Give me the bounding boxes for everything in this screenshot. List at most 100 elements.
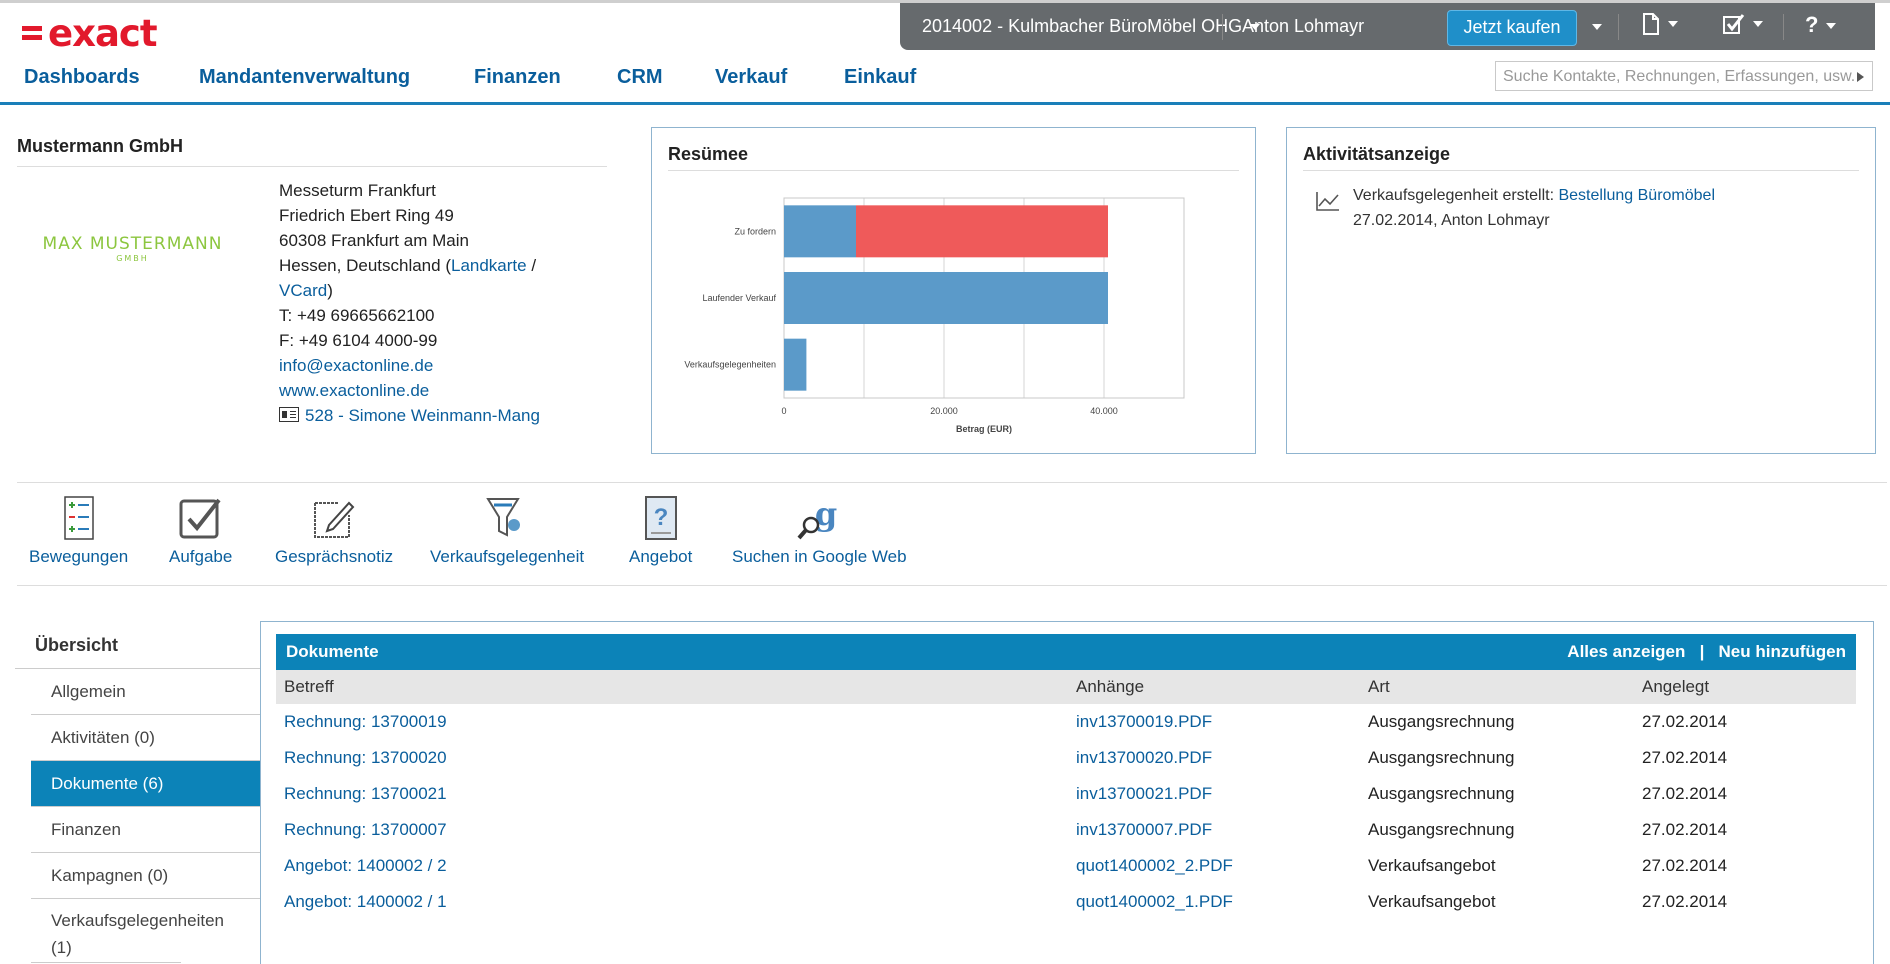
x-axis-label: Betrag (EUR) — [956, 424, 1012, 434]
sidebar-item-dokumente[interactable]: Dokumente (6) — [31, 761, 260, 807]
table-row: Rechnung: 13700007 inv13700007.PDF Ausga… — [276, 812, 1856, 848]
new-document-menu[interactable] — [1642, 13, 1678, 36]
bar-segment — [784, 338, 807, 391]
show-all-link[interactable]: Alles anzeigen — [1567, 642, 1686, 661]
nav-tab-finanzen[interactable]: Finanzen — [474, 66, 561, 88]
activity-link[interactable]: Bestellung Büromöbel — [1558, 187, 1716, 204]
document-type: Ausgangsrechnung — [1368, 784, 1515, 803]
main-navigation: Dashboards Mandantenverwaltung Finanzen … — [0, 62, 1890, 105]
category-label: Laufender Verkauf — [702, 293, 776, 303]
document-date: 27.02.2014 — [1642, 748, 1728, 767]
company-switcher[interactable]: 2014002 - Kulmbacher BüroMöbel OHG — [922, 16, 1261, 37]
buy-now-button[interactable]: Jetzt kaufen — [1447, 10, 1577, 46]
vcard-link[interactable]: VCard — [279, 281, 328, 300]
logo-equals-icon — [22, 22, 42, 44]
tick-label: 0 — [781, 406, 786, 416]
activity-meta: 27.02.2014, Anton Lohmayr — [1353, 212, 1550, 229]
attachment-link[interactable]: inv13700021.PDF — [1076, 784, 1213, 803]
attachment-link[interactable]: quot1400002_2.PDF — [1076, 856, 1233, 875]
document-type: Ausgangsrechnung — [1368, 820, 1515, 839]
user-name[interactable]: Anton Lohmayr — [1242, 16, 1365, 36]
contact-card-icon — [279, 407, 299, 423]
checkbox-icon — [1723, 14, 1745, 35]
website-link[interactable]: www.exactonline.de — [279, 381, 430, 400]
bewegungen-button[interactable]: Bewegungen — [29, 495, 128, 567]
help-menu[interactable]: ? — [1805, 12, 1837, 38]
column-header-anhaenge[interactable]: Anhänge — [1076, 677, 1145, 696]
bar-segment — [856, 205, 1108, 258]
nav-tab-dashboards[interactable]: Dashboards — [24, 66, 140, 88]
transactions-list-icon — [63, 496, 94, 540]
add-new-link[interactable]: Neu hinzufügen — [1718, 642, 1846, 661]
top-bar: 2014002 - Kulmbacher BüroMöbel OHG Anton… — [900, 3, 1875, 50]
table-row: Rechnung: 13700019 inv13700019.PDF Ausga… — [276, 704, 1856, 740]
chevron-down-icon — [1250, 24, 1261, 31]
divider — [1618, 14, 1619, 40]
action-toolbar: Bewegungen Aufgabe Gesprächsnotiz Verkau… — [17, 482, 1887, 586]
address-line: 60308 Frankfurt am Main — [279, 231, 469, 250]
google-magnifier-icon: g — [797, 495, 837, 540]
aufgabe-button[interactable]: Aufgabe — [169, 495, 232, 567]
angebot-button[interactable]: ? Angebot — [629, 495, 692, 567]
sidebar-item-kampagnen[interactable]: Kampagnen (0) — [31, 853, 260, 899]
email-link[interactable]: info@exactonline.de — [279, 356, 434, 375]
table-row: Angebot: 1400002 / 1 quot1400002_1.PDF V… — [276, 884, 1856, 920]
attachment-link[interactable]: inv13700019.PDF — [1076, 712, 1213, 731]
document-subject-link[interactable]: Rechnung: 13700007 — [284, 820, 447, 839]
svg-text:?: ? — [653, 504, 668, 531]
nav-tab-verkauf[interactable]: Verkauf — [715, 66, 788, 88]
search-input[interactable]: Suche Kontakte, Rechnungen, Erfassungen,… — [1495, 61, 1873, 91]
column-header-angelegt[interactable]: Angelegt — [1642, 677, 1710, 696]
document-subject-link[interactable]: Angebot: 1400002 / 1 — [284, 892, 447, 911]
help-icon: ? — [1805, 12, 1819, 37]
address-line: Messeturm Frankfurt — [279, 181, 436, 200]
document-date: 27.02.2014 — [1642, 712, 1728, 731]
table-row: Angebot: 1400002 / 2 quot1400002_2.PDF V… — [276, 848, 1856, 884]
summary-chart: Zu fordern Laufender Verkauf Verkaufsgeleg… — [684, 197, 1185, 434]
document-subject-link[interactable]: Angebot: 1400002 / 2 — [284, 856, 447, 875]
activity-panel: Aktivitätsanzeige Verkaufsgelegenheit er… — [1286, 127, 1876, 454]
contact-link[interactable]: 528 - Simone Weinmann-Mang — [305, 406, 540, 425]
google-search-button[interactable]: g Suchen in Google Web — [732, 495, 907, 566]
attachment-link[interactable]: inv13700020.PDF — [1076, 748, 1213, 767]
search-go-icon[interactable] — [1857, 72, 1864, 82]
user-menu-toggle[interactable] — [1584, 16, 1602, 37]
nav-tab-mandantenverwaltung[interactable]: Mandantenverwaltung — [199, 66, 411, 88]
company-card: Mustermann GmbH MAX MUSTERMANN GMBH Mess… — [17, 136, 607, 425]
company-name: Mustermann GmbH — [17, 136, 607, 167]
sidebar-item-allgemein[interactable]: Allgemein — [31, 669, 260, 715]
exact-logo[interactable]: exact — [22, 14, 158, 54]
document-subject-link[interactable]: Rechnung: 13700019 — [284, 712, 447, 731]
attachment-link[interactable]: inv13700007.PDF — [1076, 820, 1213, 839]
nav-tab-einkauf[interactable]: Einkauf — [844, 66, 917, 88]
sidebar-item-finanzen[interactable]: Finanzen — [31, 807, 260, 853]
document-type: Ausgangsrechnung — [1368, 712, 1515, 731]
overview-sidebar: Übersicht Allgemein Aktivitäten (0) Doku… — [15, 622, 260, 963]
attachment-link[interactable]: quot1400002_1.PDF — [1076, 892, 1233, 911]
documents-panel: Dokumente Alles anzeigen | Neu hinzufüge… — [260, 621, 1874, 964]
document-type: Ausgangsrechnung — [1368, 748, 1515, 767]
company-logo: MAX MUSTERMANN GMBH — [42, 234, 223, 263]
bar-segment — [784, 205, 856, 258]
nav-tab-crm[interactable]: CRM — [617, 66, 663, 88]
tasks-menu[interactable] — [1723, 13, 1763, 35]
document-icon — [1643, 13, 1659, 36]
column-header-betreff[interactable]: Betreff — [284, 677, 334, 696]
sales-funnel-icon — [486, 498, 521, 537]
column-header-art[interactable]: Art — [1368, 677, 1390, 696]
fax-number: F: +49 6104 4000-99 — [279, 331, 438, 350]
document-subject-link[interactable]: Rechnung: 13700021 — [284, 784, 447, 803]
gespraechsnotiz-button[interactable]: Gesprächsnotiz — [275, 495, 393, 567]
divider — [1783, 14, 1784, 40]
map-link[interactable]: Landkarte — [450, 256, 527, 275]
document-subject-link[interactable]: Rechnung: 13700020 — [284, 748, 447, 767]
chevron-down-icon — [1668, 21, 1678, 28]
sidebar-item-aktivitaeten[interactable]: Aktivitäten (0) — [31, 715, 260, 761]
sidebar-item-verkaufsgelegenheiten[interactable]: Verkaufsgelegenheiten (1) — [31, 899, 224, 963]
document-date: 27.02.2014 — [1642, 856, 1728, 875]
chevron-down-icon — [1753, 21, 1763, 28]
verkaufsgelegenheit-button[interactable]: Verkaufsgelegenheit — [430, 495, 584, 567]
document-date: 27.02.2014 — [1642, 784, 1728, 803]
top-border — [0, 0, 1890, 3]
document-type: Verkaufsangebot — [1368, 856, 1496, 875]
